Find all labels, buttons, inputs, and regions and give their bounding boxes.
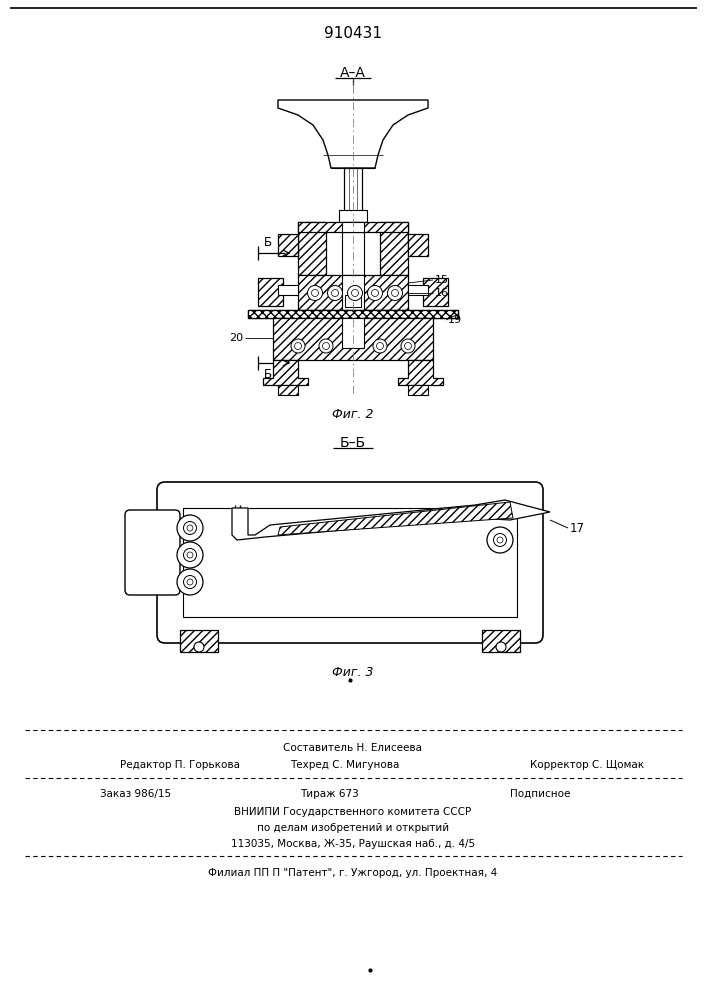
Bar <box>183 508 517 617</box>
Bar <box>248 310 458 318</box>
Polygon shape <box>263 360 308 385</box>
Circle shape <box>401 339 415 353</box>
Circle shape <box>295 342 301 350</box>
Circle shape <box>373 339 387 353</box>
Circle shape <box>371 290 378 296</box>
Bar <box>408 285 428 295</box>
Bar <box>298 222 326 275</box>
Bar <box>258 278 283 306</box>
FancyBboxPatch shape <box>157 482 543 643</box>
Circle shape <box>184 548 197 562</box>
Circle shape <box>387 286 402 300</box>
Circle shape <box>177 569 203 595</box>
Text: Заказ 986/15: Заказ 986/15 <box>100 789 171 799</box>
Bar <box>482 630 520 652</box>
Text: 16: 16 <box>435 288 449 298</box>
Circle shape <box>291 339 305 353</box>
Circle shape <box>404 342 411 350</box>
Bar <box>248 310 458 318</box>
Text: 19: 19 <box>448 315 462 325</box>
Text: Тираж 673: Тираж 673 <box>300 789 358 799</box>
Bar <box>345 295 361 307</box>
Bar <box>180 630 218 652</box>
Circle shape <box>497 537 503 543</box>
Polygon shape <box>278 502 513 535</box>
Text: Б: Б <box>264 236 272 249</box>
Circle shape <box>327 286 342 300</box>
Text: 17: 17 <box>570 522 585 534</box>
Bar <box>278 234 298 256</box>
Bar <box>298 275 408 310</box>
Circle shape <box>348 286 363 300</box>
Bar <box>339 210 367 222</box>
Circle shape <box>351 290 358 296</box>
Circle shape <box>487 527 513 553</box>
Text: Фиг. 3: Фиг. 3 <box>332 666 374 678</box>
Text: Подписное: Подписное <box>510 789 571 799</box>
Circle shape <box>377 342 383 350</box>
Text: 15: 15 <box>435 275 449 285</box>
Circle shape <box>194 642 204 652</box>
Text: по делам изобретений и открытий: по делам изобретений и открытий <box>257 823 449 833</box>
Bar <box>342 222 364 232</box>
Bar <box>342 275 364 310</box>
Text: Редактор П. Горькова: Редактор П. Горькова <box>120 760 240 770</box>
Bar <box>273 318 433 360</box>
Bar <box>342 318 364 348</box>
Circle shape <box>332 290 339 296</box>
Text: Фиг. 2: Фиг. 2 <box>332 408 374 422</box>
Bar <box>298 222 408 232</box>
Bar <box>408 385 428 395</box>
Text: Составитель Н. Елисеева: Составитель Н. Елисеева <box>284 743 423 753</box>
Circle shape <box>184 576 197 588</box>
Bar <box>342 222 364 275</box>
Polygon shape <box>232 500 550 540</box>
Text: Б: Б <box>264 367 272 380</box>
Circle shape <box>187 579 193 585</box>
Polygon shape <box>278 100 428 168</box>
Circle shape <box>496 642 506 652</box>
Bar <box>408 234 428 256</box>
Polygon shape <box>398 360 443 385</box>
Bar <box>344 168 362 220</box>
Text: 20: 20 <box>229 333 243 343</box>
Bar <box>380 222 408 275</box>
Circle shape <box>493 534 506 546</box>
Circle shape <box>177 515 203 541</box>
Bar <box>278 285 298 295</box>
Text: 910431: 910431 <box>324 25 382 40</box>
Text: 113035, Москва, Ж-35, Раушская наб., д. 4/5: 113035, Москва, Ж-35, Раушская наб., д. … <box>231 839 475 849</box>
FancyBboxPatch shape <box>125 510 180 595</box>
Circle shape <box>312 290 318 296</box>
Circle shape <box>322 342 329 350</box>
Circle shape <box>187 552 193 558</box>
Bar <box>278 385 298 395</box>
Bar <box>423 278 448 306</box>
Circle shape <box>177 542 203 568</box>
Text: ВНИИПИ Государственного комитета СССР: ВНИИПИ Государственного комитета СССР <box>235 807 472 817</box>
Text: Филиал ПП П "Патент", г. Ужгород, ул. Проектная, 4: Филиал ПП П "Патент", г. Ужгород, ул. Пр… <box>209 868 498 878</box>
Circle shape <box>184 522 197 534</box>
Text: Б–Б: Б–Б <box>340 436 366 450</box>
Text: А–А: А–А <box>340 66 366 80</box>
Circle shape <box>187 525 193 531</box>
Text: Техред С. Мигунова: Техред С. Мигунова <box>290 760 399 770</box>
Circle shape <box>368 286 382 300</box>
Circle shape <box>319 339 333 353</box>
Circle shape <box>308 286 322 300</box>
Text: Корректор С. Щомак: Корректор С. Щомак <box>530 760 644 770</box>
Circle shape <box>392 290 399 296</box>
